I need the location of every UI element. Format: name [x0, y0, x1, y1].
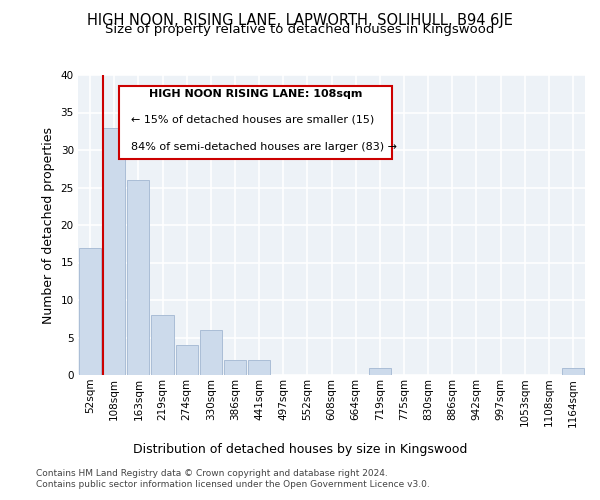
Text: HIGH NOON, RISING LANE, LAPWORTH, SOLIHULL, B94 6JE: HIGH NOON, RISING LANE, LAPWORTH, SOLIHU… [87, 12, 513, 28]
Bar [176, 345, 198, 375]
Bar [368, 368, 391, 375]
Bar [151, 315, 173, 375]
Text: Contains public sector information licensed under the Open Government Licence v3: Contains public sector information licen… [36, 480, 430, 489]
Text: Size of property relative to detached houses in Kingswood: Size of property relative to detached ho… [106, 22, 494, 36]
Bar [248, 360, 270, 375]
Text: 84% of semi-detached houses are larger (83) →: 84% of semi-detached houses are larger (… [131, 142, 397, 152]
Bar [119, 86, 392, 159]
Text: ← 15% of detached houses are smaller (15): ← 15% of detached houses are smaller (15… [131, 114, 374, 124]
Bar [200, 330, 222, 375]
Bar [127, 180, 149, 375]
Bar [562, 368, 584, 375]
Text: Contains HM Land Registry data © Crown copyright and database right 2024.: Contains HM Land Registry data © Crown c… [36, 468, 388, 477]
Text: Distribution of detached houses by size in Kingswood: Distribution of detached houses by size … [133, 442, 467, 456]
Bar [224, 360, 246, 375]
Y-axis label: Number of detached properties: Number of detached properties [42, 126, 55, 324]
Text: HIGH NOON RISING LANE: 108sqm: HIGH NOON RISING LANE: 108sqm [149, 89, 362, 99]
Bar [79, 248, 101, 375]
Bar [103, 128, 125, 375]
